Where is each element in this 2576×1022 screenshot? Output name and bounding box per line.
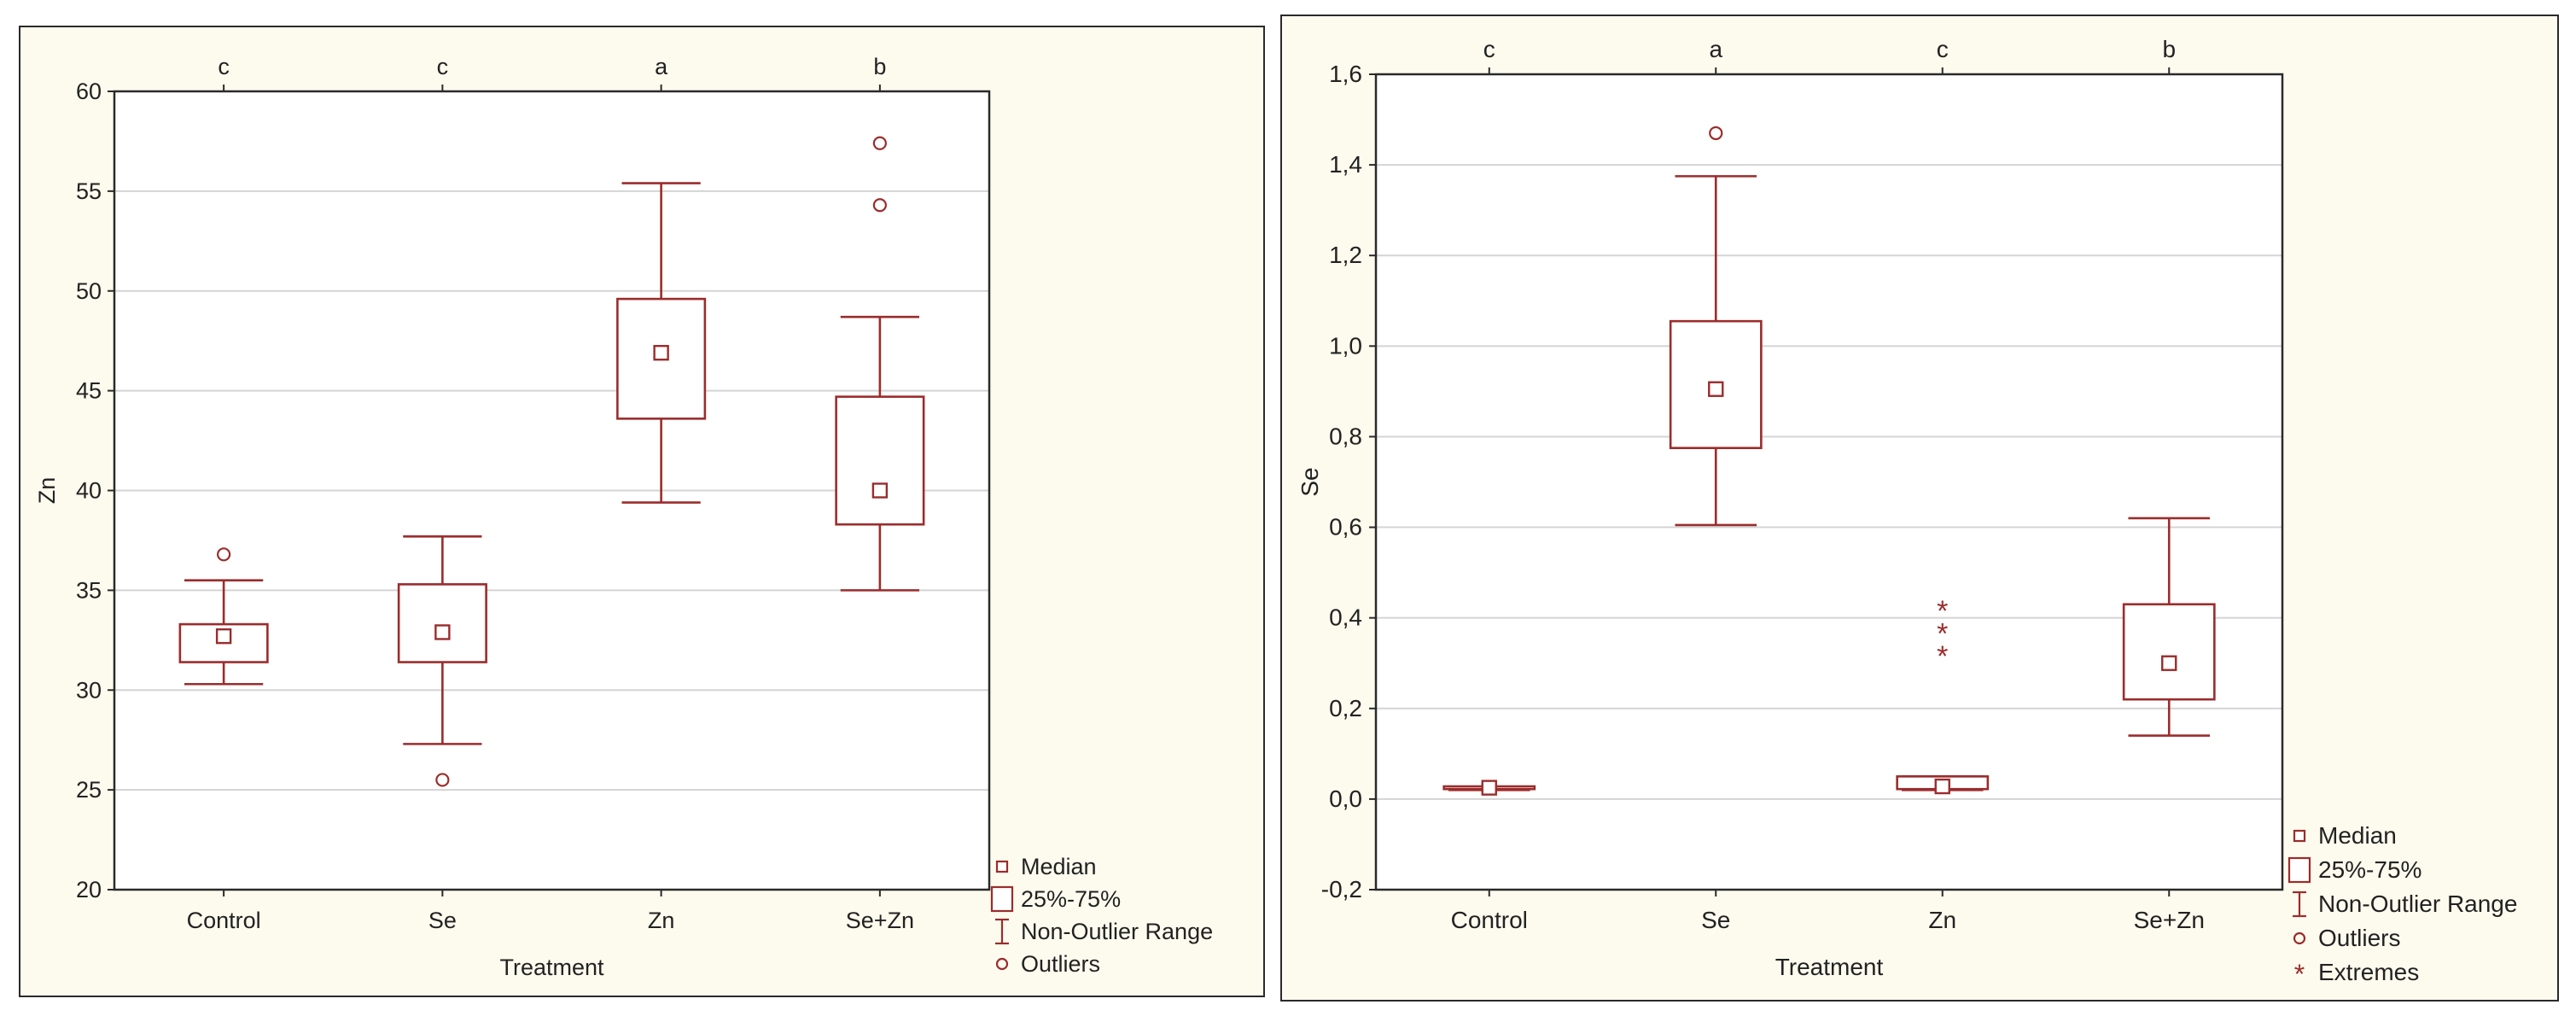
median-marker xyxy=(1481,780,1497,796)
outlier-point xyxy=(872,198,887,213)
y-tick-label: 45 xyxy=(76,378,102,404)
extreme-point: * xyxy=(1937,640,1948,673)
y-tick-label: 1,2 xyxy=(1329,242,1362,268)
zn-boxplot: 20 25 30 35 40 45 50 55 60 Control c Se c Zn a Se+Zn b Tr… xyxy=(34,54,1213,980)
se-chart-panel: -0,2 0,0 0,2 0,4 0,6 0,8 1,0 1,2 1,4 1,6 Control c S… xyxy=(1280,15,2559,1002)
group-letter: b xyxy=(873,54,886,79)
group-letter: b xyxy=(2162,36,2176,62)
legend-label: Median xyxy=(2318,822,2397,849)
outlier-point xyxy=(1709,126,1723,141)
legend-label: 25%-75% xyxy=(2318,856,2422,883)
y-axis-label: Zn xyxy=(34,477,60,505)
legend-label: Outliers xyxy=(2318,925,2400,951)
group-letter: c xyxy=(218,54,230,79)
y-tick-label: 0,2 xyxy=(1329,695,1362,721)
plot-frame xyxy=(113,90,991,891)
extreme-point: * xyxy=(1937,618,1948,651)
category-label: Se xyxy=(1701,907,1730,933)
group-letter: a xyxy=(1709,36,1722,62)
y-tick-label: 55 xyxy=(76,178,102,204)
y-tick-label: 1,6 xyxy=(1329,61,1362,87)
y-tick-label: 0,0 xyxy=(1329,785,1362,812)
zn-chart-panel: 20 25 30 35 40 45 50 55 60 Control c Se c Zn a Se+Zn b Tr… xyxy=(19,26,1265,997)
category-label: Control xyxy=(187,908,261,933)
y-tick-label: 20 xyxy=(76,877,102,902)
category-label: Control xyxy=(1451,907,1528,933)
category-label: Se+Zn xyxy=(2134,907,2205,933)
median-marker xyxy=(653,345,669,361)
group-letter: a xyxy=(655,54,668,79)
legend-label: Outliers xyxy=(1021,951,1100,977)
iqr-box xyxy=(2122,603,2216,701)
x-axis-label: Treatment xyxy=(1775,954,1884,980)
y-axis-label: Se xyxy=(1297,467,1323,496)
se-boxplot: -0,2 0,0 0,2 0,4 0,6 0,8 1,0 1,2 1,4 1,6 Control c S… xyxy=(1297,36,2517,990)
y-tick-label: 50 xyxy=(76,278,102,304)
outlier-point xyxy=(872,136,887,150)
outlier-point xyxy=(435,773,450,787)
group-letter: c xyxy=(1937,36,1949,62)
plot-frame xyxy=(1374,73,2284,891)
legend-median-swatch xyxy=(995,860,1009,873)
median-marker xyxy=(2161,655,2177,671)
category-label: Se+Zn xyxy=(846,908,914,933)
category-label: Zn xyxy=(1928,907,1956,933)
y-tick-label: 1,0 xyxy=(1329,332,1362,359)
category-label: Se xyxy=(428,908,457,933)
legend-outlier-swatch xyxy=(2293,931,2306,945)
x-axis-label: Treatment xyxy=(499,955,604,980)
plot-area xyxy=(1376,74,2282,890)
y-tick-label: 0,8 xyxy=(1329,423,1362,449)
legend-label: Extremes xyxy=(2318,959,2419,985)
category-label: Zn xyxy=(648,908,675,933)
y-tick-label: -0,2 xyxy=(1321,876,1362,902)
y-tick-label: 60 xyxy=(76,79,102,104)
y-tick-label: 30 xyxy=(76,677,102,703)
extreme-point: * xyxy=(1937,595,1948,628)
median-marker xyxy=(215,628,232,645)
legend-outlier-swatch xyxy=(995,957,1009,971)
y-tick-label: 25 xyxy=(76,777,102,803)
outlier-point xyxy=(217,547,231,562)
median-marker xyxy=(871,482,889,499)
group-letter: c xyxy=(437,54,449,79)
legend-label: Non-Outlier Range xyxy=(2318,891,2517,917)
median-marker xyxy=(1934,778,1950,795)
y-tick-label: 0,4 xyxy=(1329,604,1362,631)
legend-box-swatch xyxy=(2288,856,2311,884)
legend-label: Median xyxy=(1021,854,1097,879)
y-tick-label: 1,4 xyxy=(1329,151,1362,178)
legend-median-swatch xyxy=(2293,829,2306,843)
legend-box-swatch xyxy=(990,885,1014,913)
group-letter: c xyxy=(1483,36,1495,62)
iqr-box xyxy=(835,395,925,526)
median-marker xyxy=(434,624,451,640)
y-tick-label: 35 xyxy=(76,577,102,603)
iqr-box xyxy=(397,583,487,663)
median-marker xyxy=(1708,381,1724,397)
y-tick-label: 0,6 xyxy=(1329,514,1362,540)
legend-label: Non-Outlier Range xyxy=(1021,919,1213,944)
legend-label: 25%-75% xyxy=(1021,886,1121,912)
y-tick-label: 40 xyxy=(76,478,102,504)
legend-extreme-swatch: * xyxy=(2294,959,2305,990)
